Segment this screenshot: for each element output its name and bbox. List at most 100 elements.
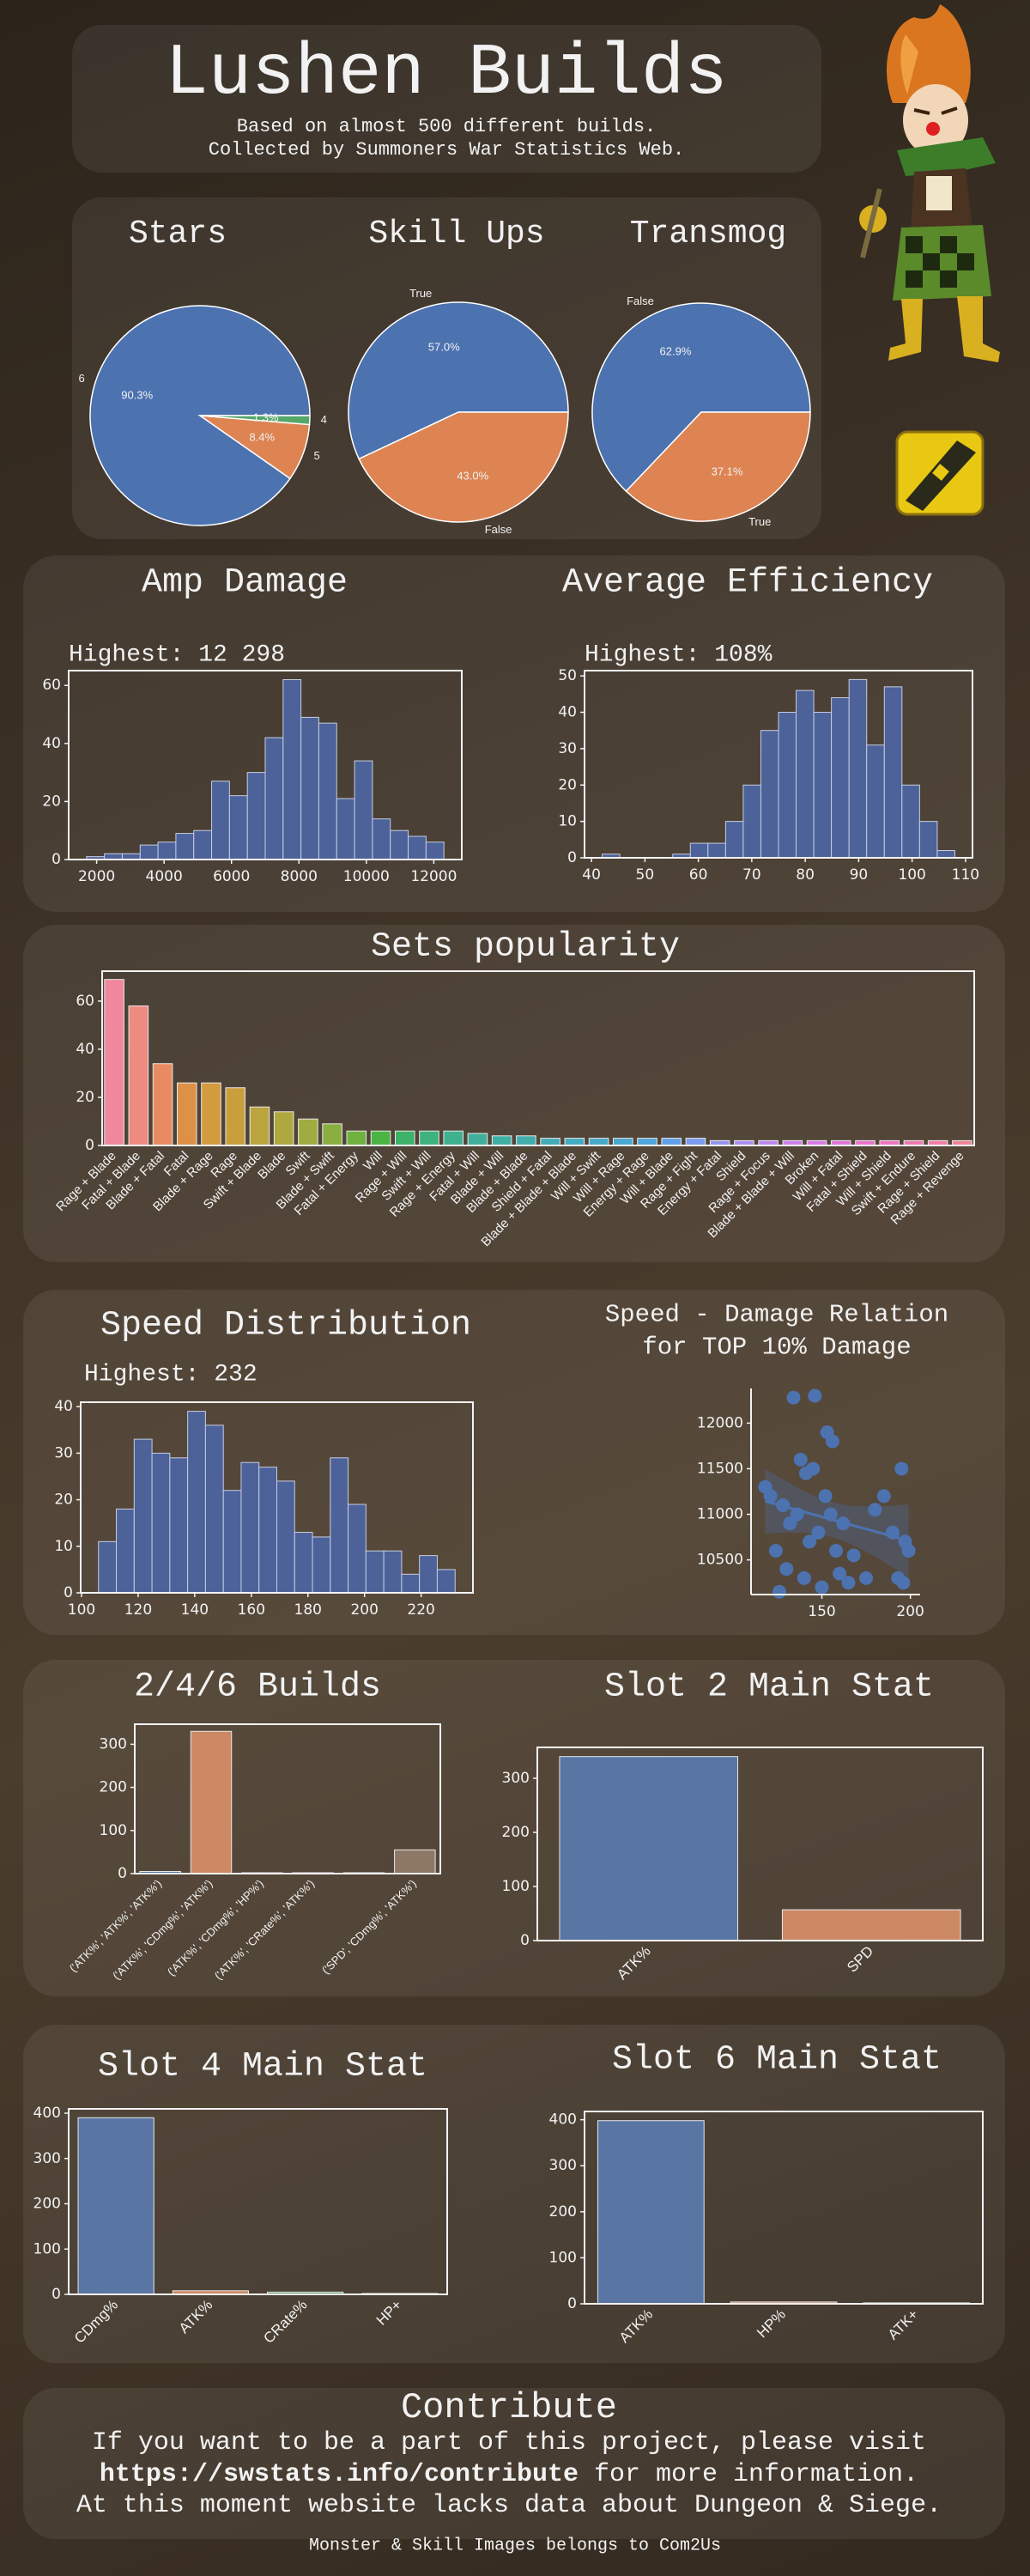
y-tick-label: 100 (502, 1878, 530, 1895)
bar (249, 1106, 270, 1146)
y-tick-label: 100 (549, 2249, 577, 2266)
y-tick-label: 10 (54, 1538, 73, 1555)
histogram-bar (401, 1573, 421, 1594)
chart-title: Average Efficiency (562, 564, 933, 603)
plot-frame (536, 1747, 984, 1941)
bar (346, 1130, 367, 1146)
bar (370, 1130, 391, 1146)
plot-frame (584, 670, 973, 859)
x-tick-label: 10000 (343, 868, 390, 885)
histogram-bar (408, 835, 427, 860)
y-tick-label: 60 (76, 993, 94, 1010)
histogram-bar (848, 678, 868, 859)
x-tick-label: 90 (850, 866, 869, 884)
y-tick-label: 10500 (697, 1552, 743, 1569)
x-tick-label: 50 (636, 866, 655, 884)
y-tick-label: 50 (558, 667, 577, 684)
x-tick-label: 6000 (213, 868, 250, 885)
shirt (926, 176, 952, 210)
histogram-bar (222, 1490, 242, 1594)
x-tick-label: 12000 (410, 868, 457, 885)
footer-title: Contribute (401, 2387, 617, 2428)
histogram-bar (796, 690, 815, 859)
chart-title: Transmog (630, 216, 786, 252)
plot-frame (68, 670, 463, 860)
y-tick-label: 11500 (697, 1460, 743, 1477)
pie-label: 6 (78, 372, 84, 385)
pie-label: True (409, 287, 432, 300)
histogram-bar (918, 821, 938, 859)
histogram-bar (742, 784, 761, 859)
y-tick-label: 40 (42, 735, 61, 752)
eyes (913, 106, 958, 115)
histogram-bar (425, 841, 445, 860)
pie-slice (358, 411, 569, 523)
scatter-point (793, 1452, 808, 1467)
monster-illustration (859, 4, 1000, 362)
pie-slice (591, 302, 811, 493)
pie-value-label: 43.0% (457, 469, 488, 482)
x-tick-label: 80 (796, 866, 815, 884)
y-tick-label: 40 (558, 704, 577, 721)
scatter-point (797, 1571, 811, 1585)
histogram-bar (211, 781, 230, 860)
y-tick-label: 200 (33, 2196, 61, 2213)
y-tick-label: 0 (85, 1137, 94, 1154)
histogram-bar (318, 722, 337, 860)
scatter-point (896, 1576, 911, 1590)
bar (298, 1118, 318, 1146)
y-tick-label: 100 (33, 2240, 61, 2257)
bar (637, 1138, 657, 1146)
y-tick-label: 400 (33, 2105, 61, 2122)
bar (491, 1135, 512, 1146)
bar (559, 1756, 739, 1941)
scatter-point (790, 1507, 804, 1522)
pie-value-label: 8.4% (249, 430, 275, 443)
y-tick-label: 30 (558, 740, 577, 757)
histogram-bar (151, 1452, 171, 1594)
pie-value-label: 90.3% (121, 388, 153, 401)
bar (201, 1082, 221, 1146)
header-panel (72, 25, 821, 173)
histogram-bar (390, 829, 409, 860)
histogram-bar (760, 730, 779, 859)
nose (926, 122, 940, 136)
histogram-bar (98, 1540, 118, 1594)
histogram-bar (312, 1536, 331, 1594)
pie-value-label: 57.0% (428, 340, 460, 353)
histogram-bar (258, 1467, 277, 1594)
bar (588, 1138, 609, 1146)
histogram-bar (204, 1425, 224, 1594)
bar (685, 1138, 706, 1146)
footer-text: https://swstats.info/contribute for more … (100, 2460, 918, 2489)
scatter-point (823, 1507, 838, 1522)
histogram-bar (383, 1550, 403, 1594)
y-tick-label: 0 (567, 849, 577, 866)
pie-slice (348, 301, 569, 460)
bar (152, 1063, 173, 1146)
histogram-bar (883, 686, 903, 859)
x-tick-label: 100 (68, 1601, 95, 1619)
scatter-point (846, 1548, 861, 1563)
histogram-bar (169, 1457, 189, 1594)
histogram-bar (419, 1555, 438, 1594)
histogram-bar (831, 697, 850, 859)
histogram-bar (936, 850, 955, 859)
histogram-bar (133, 1438, 153, 1594)
histogram-bar (354, 760, 373, 860)
footer-link[interactable]: https://swstats.info/contribute (100, 2460, 579, 2489)
scatter-point (806, 1461, 821, 1476)
bar (104, 979, 124, 1146)
scarf (897, 137, 996, 176)
footer-text: for more information. (594, 2460, 918, 2489)
x-tick-label: 2000 (78, 868, 115, 885)
histogram-bar (348, 1504, 367, 1594)
pie-label: 5 (313, 449, 319, 462)
histogram-bar (187, 1411, 206, 1594)
scatter-point (803, 1534, 817, 1549)
histogram-bar (330, 1457, 349, 1594)
y-tick-label: 60 (42, 677, 61, 694)
bar (273, 1111, 294, 1146)
scatter-point (841, 1576, 856, 1590)
chart-subtitle: Highest: 232 (84, 1361, 258, 1388)
